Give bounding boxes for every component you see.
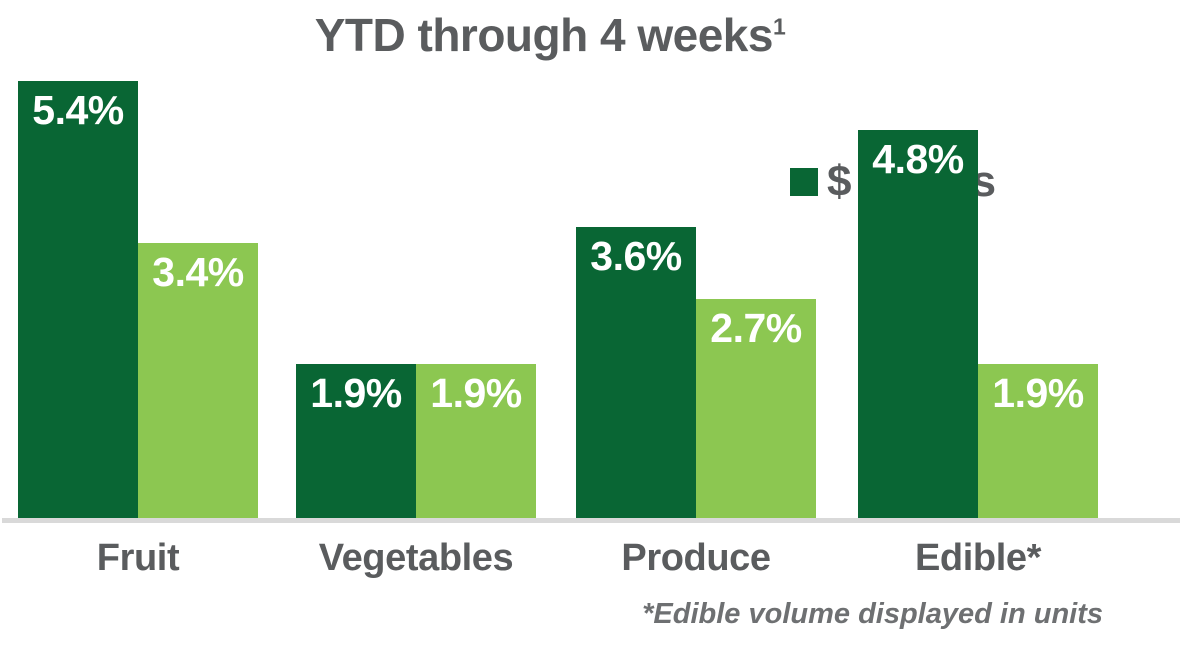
x-axis-category-labels: Fruit Vegetables Produce Edible* (0, 537, 1185, 587)
x-axis-label-fruit: Fruit (96, 537, 180, 579)
bar-value-label: 3.4% (152, 248, 244, 295)
bar-vegetables-pounds[interactable]: 1.9% (416, 364, 536, 518)
x-axis-label-edible: Edible* (914, 537, 1041, 579)
bar-vegetables-dollars[interactable]: 1.9% (296, 364, 416, 518)
bar-edible-dollars[interactable]: 4.8% (858, 129, 978, 518)
page-title: YTD through 4 weeks1 (0, 8, 1100, 62)
bar-fruit-dollars[interactable]: 5.4% (18, 80, 138, 518)
bar-edible-pounds[interactable]: 1.9% (978, 364, 1098, 518)
bar-value-label: 1.9% (310, 370, 402, 417)
bar-value-label: 4.8% (872, 135, 964, 182)
legend-item-dollars[interactable]: $ (790, 160, 851, 204)
bar-value-label: 1.9% (430, 370, 522, 417)
x-axis-label-vegetables: Vegetables (318, 537, 514, 579)
axis-baseline (2, 518, 1180, 523)
legend-item-dollars-label: $ (827, 157, 851, 206)
bar-value-label: 3.6% (590, 232, 682, 279)
x-axis-label-produce: Produce (621, 537, 771, 579)
bar-value-label: 1.9% (992, 370, 1084, 417)
dollars-swatch-icon (790, 168, 818, 196)
page-title-footnote-marker: 1 (772, 13, 786, 40)
chart-footnote: *Edible volume displayed in units (642, 598, 1103, 630)
chart-plot-area: 5.4% 3.4% 1.9% 1.9% 3.6% 2.7% 4.8% 1.9% (2, 80, 1180, 523)
bar-produce-pounds[interactable]: 2.7% (696, 299, 816, 518)
bar-fruit-pounds[interactable]: 3.4% (138, 242, 258, 518)
bar-value-label: 2.7% (710, 305, 802, 352)
bar-value-label: 5.4% (32, 86, 124, 133)
page-title-text: YTD through 4 weeks (314, 9, 774, 61)
bar-produce-dollars[interactable]: 3.6% (576, 226, 696, 518)
